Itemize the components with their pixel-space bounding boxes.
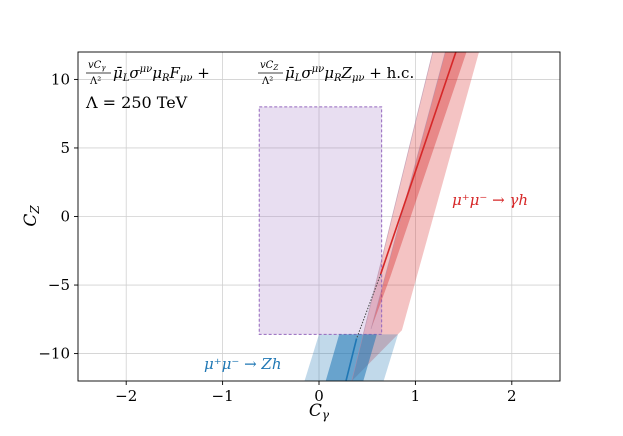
y-tick-label-1: −5: [48, 276, 70, 294]
y-tick-label-3: 5: [60, 139, 70, 157]
gamma-h-label: μ⁺μ⁻ → γh: [452, 191, 528, 209]
x-tick-label-2: 0: [314, 387, 324, 405]
grid: [78, 52, 560, 381]
operator-term-z: μ̄LσμνμRZμν + h.c.: [285, 64, 414, 84]
band-edge-guide-0: [351, 52, 434, 381]
y-tick-label-0: −10: [38, 345, 70, 363]
allowed-region-rect: [258, 106, 383, 335]
data-layer: [258, 52, 479, 381]
gamma-h-inner-band: [371, 52, 467, 329]
gamma-h-central-dotted: [356, 273, 382, 339]
x-tick-label-3: 1: [411, 387, 421, 405]
gamma-h-central-line: [379, 52, 457, 275]
y-tick-label-2: 0: [60, 208, 70, 226]
z-h-central-line: [345, 338, 358, 381]
operator-term-photon: μ̄LσμνμRFμν +: [113, 64, 210, 84]
coupling-z-fraction: vCZ Λ²: [260, 60, 281, 87]
coupling-gamma-fraction: vCγ Λ²: [88, 60, 109, 87]
x-tick-label-1: −1: [212, 387, 234, 405]
x-axis-title: Cγ: [309, 401, 330, 422]
z-h-label: μ⁺μ⁻ → Zh: [204, 355, 282, 373]
x-tick-label-0: −2: [115, 387, 137, 405]
x-tick-label-4: 2: [507, 387, 517, 405]
scale-label: Λ = 250 TeV: [85, 93, 188, 112]
gamma-h-outer-band: [351, 52, 479, 381]
y-axis-title: CZ: [21, 205, 42, 227]
operator-annotation: vCγ Λ² μ̄LσμνμRFμν + vCZ Λ² μ̄LσμνμRZμν …: [86, 60, 414, 87]
y-tick-label-4: 10: [51, 70, 70, 88]
